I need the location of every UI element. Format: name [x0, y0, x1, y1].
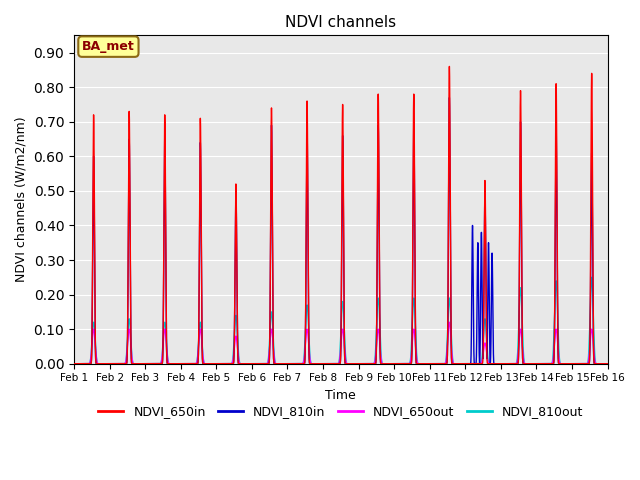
NDVI_810in [445, 95, 453, 100]
NDVI_650out [70, 361, 78, 367]
NDVI_810in [415, 361, 422, 367]
NDVI_650out [179, 361, 186, 367]
NDVI_650out [445, 319, 453, 325]
NDVI_650out [604, 361, 611, 367]
Y-axis label: NDVI channels (W/m2/nm): NDVI channels (W/m2/nm) [15, 117, 28, 282]
Legend: NDVI_650in, NDVI_810in, NDVI_650out, NDVI_810out: NDVI_650in, NDVI_810in, NDVI_650out, NDV… [93, 400, 588, 423]
NDVI_810out [70, 361, 78, 367]
NDVI_650in [179, 361, 186, 367]
NDVI_650in [415, 361, 422, 367]
NDVI_810in [490, 361, 498, 367]
NDVI_650out [490, 361, 498, 367]
NDVI_810out [179, 361, 186, 367]
Line: NDVI_810out: NDVI_810out [74, 277, 607, 364]
Line: NDVI_650out: NDVI_650out [74, 322, 607, 364]
NDVI_810out [184, 361, 192, 367]
NDVI_810out [490, 361, 498, 367]
NDVI_650in [602, 361, 610, 367]
X-axis label: Time: Time [326, 389, 356, 402]
NDVI_810in [602, 361, 610, 367]
NDVI_650in [604, 361, 611, 367]
NDVI_650in [70, 361, 78, 367]
NDVI_650out [270, 350, 278, 356]
NDVI_810out [588, 275, 596, 280]
Line: NDVI_810in: NDVI_810in [74, 97, 607, 364]
NDVI_810out [270, 344, 278, 350]
NDVI_650in [445, 63, 453, 69]
NDVI_650in [184, 361, 192, 367]
NDVI_810in [179, 361, 186, 367]
NDVI_650in [270, 359, 278, 365]
NDVI_810in [184, 361, 192, 367]
NDVI_810in [70, 361, 78, 367]
NDVI_810out [602, 361, 610, 367]
NDVI_810in [604, 361, 611, 367]
Text: BA_met: BA_met [82, 40, 135, 53]
NDVI_650out [184, 361, 192, 367]
NDVI_650out [415, 361, 422, 367]
Line: NDVI_650in: NDVI_650in [74, 66, 607, 364]
NDVI_650in [490, 361, 498, 367]
NDVI_810out [604, 361, 611, 367]
Title: NDVI channels: NDVI channels [285, 15, 396, 30]
NDVI_650out [602, 361, 610, 367]
NDVI_810in [270, 359, 278, 365]
NDVI_810out [415, 361, 422, 367]
